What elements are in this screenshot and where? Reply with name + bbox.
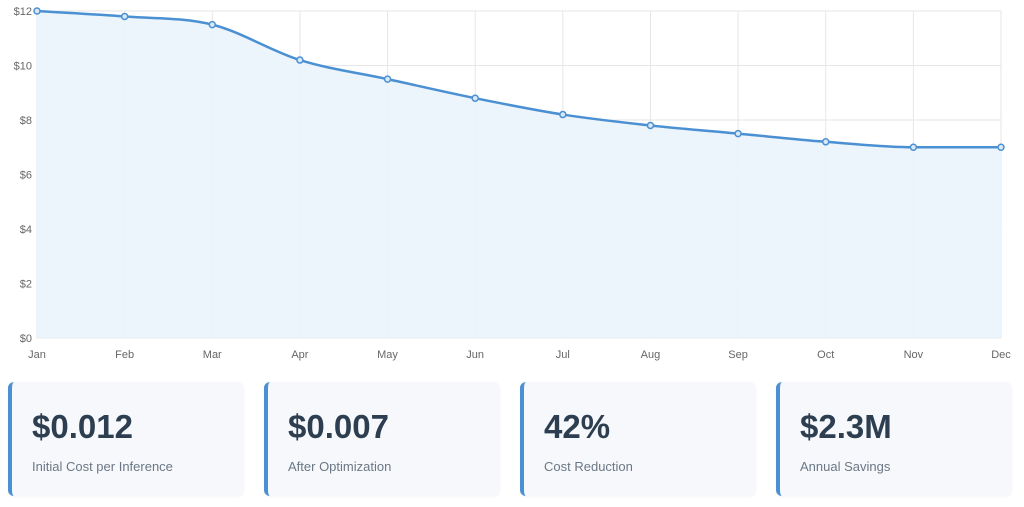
line-layer xyxy=(35,9,1003,149)
y-tick-label: $4 xyxy=(20,224,32,236)
stat-label: After Optimization xyxy=(288,459,392,474)
x-tick-label: Mar xyxy=(203,349,222,361)
y-tick-label: $0 xyxy=(20,333,32,345)
x-tick-label: Aug xyxy=(641,349,661,361)
stat-value: 42% xyxy=(544,408,611,445)
x-tick-label: Jul xyxy=(556,349,570,361)
stat-label: Annual Savings xyxy=(800,459,891,474)
data-point xyxy=(383,75,392,83)
data-point xyxy=(208,20,217,29)
stat-card-after-optimization: $0.007 After Optimization xyxy=(264,382,500,496)
data-point xyxy=(734,129,742,138)
series-line xyxy=(35,9,1003,149)
y-tick-label: $8 xyxy=(20,115,32,127)
data-point xyxy=(120,12,129,21)
x-tick-label: Sep xyxy=(728,349,748,361)
x-tick-label: Apr xyxy=(291,349,308,361)
label-layer: $0 $2 $4 $6 $8 $10 $12 Jan Feb Mar Apr May Jun Jul Aug… xyxy=(14,6,1012,361)
x-tick-label: May xyxy=(377,349,398,361)
cost-trend-chart: $0 $2 $4 $6 $8 $10 $12 Jan Feb Mar Apr May Jun Jul Aug… xyxy=(14,6,1012,361)
y-tick-label: $10 xyxy=(14,61,32,73)
data-point xyxy=(33,7,41,15)
y-tick-label: $12 xyxy=(14,6,32,18)
stat-label: Initial Cost per Inference xyxy=(32,459,173,474)
x-tick-label: Feb xyxy=(115,349,134,361)
area-layer xyxy=(37,11,1001,338)
point-layer xyxy=(33,7,1005,151)
data-point xyxy=(646,121,655,130)
x-tick-label: Nov xyxy=(904,349,924,361)
stat-value: $0.012 xyxy=(32,408,133,445)
y-tick-label: $6 xyxy=(20,170,32,182)
data-point xyxy=(821,138,830,146)
y-tick-label: $2 xyxy=(20,279,32,291)
x-tick-label: Jun xyxy=(466,349,484,361)
data-point xyxy=(471,94,479,102)
stat-label: Cost Reduction xyxy=(544,459,633,474)
data-point xyxy=(559,110,567,119)
x-tick-label: Dec xyxy=(991,349,1011,361)
x-tick-label: Jan xyxy=(28,349,46,361)
data-point xyxy=(997,143,1005,151)
x-tick-label: Oct xyxy=(817,349,834,361)
series-area-fill xyxy=(37,11,1001,338)
data-point xyxy=(296,56,304,64)
stat-value: $2.3M xyxy=(800,408,892,445)
data-point xyxy=(909,143,918,151)
stat-value: $0.007 xyxy=(288,408,389,445)
stat-card-annual-savings: $2.3M Annual Savings xyxy=(776,382,1012,496)
stat-card-cost-reduction: 42% Cost Reduction xyxy=(520,382,756,496)
stat-card-initial-cost: $0.012 Initial Cost per Inference xyxy=(8,382,244,496)
